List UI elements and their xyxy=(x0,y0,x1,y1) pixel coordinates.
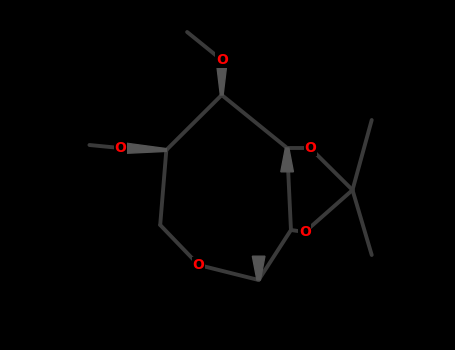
Polygon shape xyxy=(281,148,293,172)
Text: O: O xyxy=(299,225,311,239)
Polygon shape xyxy=(216,60,228,95)
Polygon shape xyxy=(253,256,265,280)
Text: O: O xyxy=(114,141,126,155)
Text: O: O xyxy=(216,53,228,67)
Polygon shape xyxy=(120,142,167,154)
Text: O: O xyxy=(193,258,205,272)
Text: O: O xyxy=(304,141,316,155)
